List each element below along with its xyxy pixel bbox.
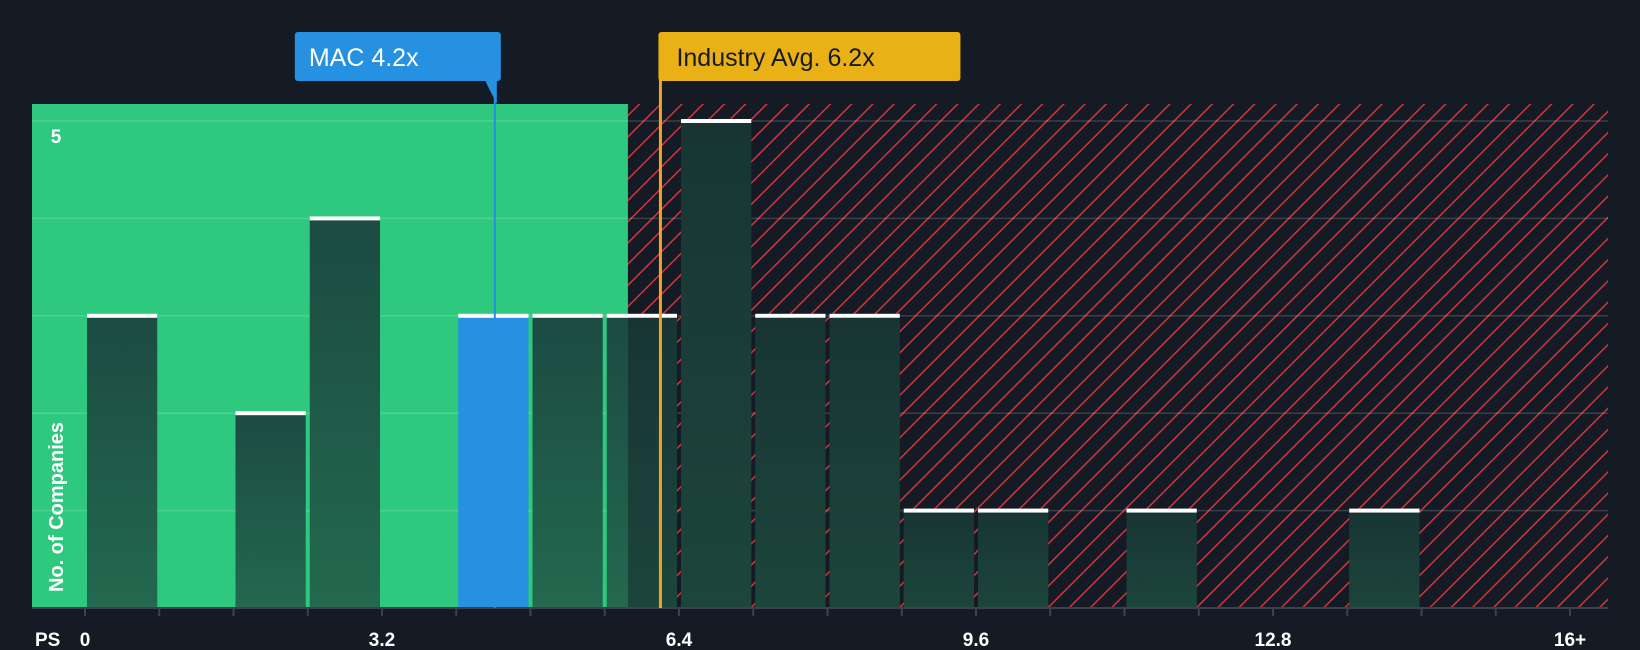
- histogram-bar: [309, 218, 380, 608]
- x-tick-label: 0: [80, 630, 91, 650]
- bar-top-cap: [458, 313, 529, 318]
- bar-top-cap: [978, 508, 1049, 513]
- histogram-bar: [606, 315, 677, 608]
- histogram-bar: [532, 315, 603, 608]
- overvalued-bar-shade: [978, 512, 1049, 608]
- overvalued-bar-shade: [903, 512, 974, 608]
- x-tick-label: 16+: [1554, 630, 1586, 650]
- x-tick-label: 3.2: [369, 630, 395, 650]
- company-callout: [294, 32, 501, 81]
- overvalued-bar-shade: [681, 123, 752, 608]
- overvalued-bar-shade: [1126, 512, 1197, 608]
- overvalued-bar-shade: [755, 317, 826, 608]
- overvalued-bar-shade: [829, 317, 900, 608]
- x-axis-title: PS: [35, 630, 60, 650]
- histogram-bar: [1349, 510, 1420, 608]
- bar-top-cap: [1126, 508, 1197, 513]
- bar-top-cap: [681, 119, 752, 123]
- x-tick-label: 9.6: [963, 630, 989, 650]
- y-axis-title: No. of Companies: [46, 422, 68, 592]
- industry-avg-label: Industry Avg. 6.2x: [676, 44, 875, 72]
- bar-top-cap: [1349, 508, 1420, 513]
- company-bar: [458, 315, 529, 608]
- bar-top-cap: [606, 313, 677, 318]
- histogram-bar: [903, 510, 974, 608]
- histogram-bar: [87, 315, 158, 608]
- industry-avg-callout: [658, 32, 961, 81]
- histogram-bar: [235, 413, 306, 608]
- overvalued-bar-shade: [1349, 512, 1420, 608]
- histogram-bar: [681, 121, 752, 608]
- histogram-bar: [978, 510, 1049, 608]
- bar-top-cap: [903, 508, 974, 513]
- bar-top-cap: [532, 313, 603, 318]
- bar-top-cap: [235, 411, 306, 416]
- bar-top-cap: [309, 216, 380, 221]
- histogram-bar: [755, 315, 826, 608]
- bar-top-cap: [755, 313, 826, 318]
- company-label: MAC 4.2x: [309, 44, 419, 72]
- company-callout-pointer: [484, 80, 497, 104]
- x-tick-label: 12.8: [1255, 630, 1292, 650]
- x-tick-label: 6.4: [666, 630, 693, 650]
- overvalued-bar-shade: [627, 317, 677, 608]
- histogram-bar: [829, 315, 900, 608]
- bar-top-cap: [829, 313, 900, 318]
- bar-top-cap: [87, 313, 158, 318]
- y-tick-label: 5: [51, 127, 62, 148]
- histogram-bar: [1126, 510, 1197, 608]
